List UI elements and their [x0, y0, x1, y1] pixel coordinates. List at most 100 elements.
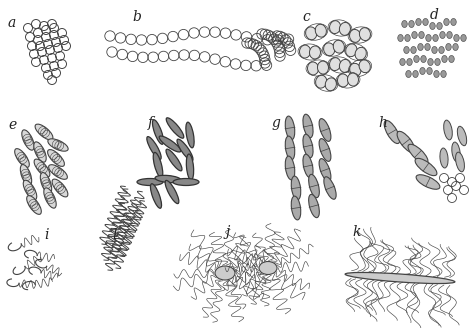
Text: i: i: [44, 228, 48, 242]
Text: c: c: [302, 10, 310, 24]
Ellipse shape: [339, 59, 350, 72]
Ellipse shape: [359, 60, 370, 73]
Ellipse shape: [153, 153, 163, 177]
Ellipse shape: [325, 78, 337, 91]
Ellipse shape: [421, 55, 426, 63]
Ellipse shape: [315, 24, 327, 37]
Ellipse shape: [22, 130, 34, 150]
Ellipse shape: [34, 159, 50, 177]
Ellipse shape: [308, 62, 319, 75]
Ellipse shape: [166, 118, 184, 138]
Text: h: h: [378, 116, 387, 130]
Ellipse shape: [446, 44, 451, 51]
Ellipse shape: [52, 179, 68, 197]
Ellipse shape: [411, 47, 416, 53]
Text: g: g: [272, 116, 281, 130]
Ellipse shape: [432, 47, 437, 53]
Ellipse shape: [318, 61, 328, 74]
Ellipse shape: [306, 27, 317, 40]
Ellipse shape: [147, 136, 161, 159]
Text: l: l: [112, 228, 117, 242]
Ellipse shape: [27, 195, 41, 215]
Ellipse shape: [165, 180, 179, 204]
Ellipse shape: [324, 177, 336, 199]
Ellipse shape: [418, 44, 423, 51]
Ellipse shape: [40, 173, 52, 194]
Ellipse shape: [427, 68, 432, 74]
Ellipse shape: [337, 74, 348, 87]
Ellipse shape: [324, 43, 335, 56]
Ellipse shape: [35, 124, 53, 140]
Ellipse shape: [349, 30, 361, 42]
Ellipse shape: [347, 73, 358, 86]
Ellipse shape: [441, 71, 446, 77]
Ellipse shape: [310, 46, 320, 59]
Ellipse shape: [15, 149, 29, 167]
Ellipse shape: [303, 134, 313, 158]
Ellipse shape: [345, 273, 455, 283]
Ellipse shape: [430, 23, 435, 30]
Ellipse shape: [309, 195, 319, 218]
Ellipse shape: [416, 18, 421, 26]
Ellipse shape: [153, 120, 164, 144]
Ellipse shape: [456, 152, 465, 172]
Text: e: e: [8, 118, 16, 132]
Ellipse shape: [44, 188, 56, 208]
Ellipse shape: [397, 131, 415, 153]
Text: f: f: [148, 116, 153, 130]
Ellipse shape: [359, 28, 371, 41]
Ellipse shape: [384, 120, 400, 144]
Ellipse shape: [447, 31, 452, 38]
Ellipse shape: [329, 58, 341, 71]
Ellipse shape: [420, 68, 425, 74]
Ellipse shape: [285, 116, 295, 140]
Ellipse shape: [407, 58, 412, 66]
Ellipse shape: [398, 34, 403, 42]
Ellipse shape: [454, 34, 459, 42]
Ellipse shape: [285, 156, 295, 180]
Text: b: b: [132, 10, 141, 24]
Ellipse shape: [48, 139, 68, 151]
Ellipse shape: [425, 44, 430, 51]
Ellipse shape: [413, 71, 418, 77]
Ellipse shape: [23, 180, 37, 200]
Ellipse shape: [47, 150, 64, 166]
Text: d: d: [430, 8, 439, 22]
Ellipse shape: [319, 119, 331, 141]
Ellipse shape: [173, 178, 199, 186]
Ellipse shape: [150, 184, 162, 208]
Ellipse shape: [412, 31, 417, 38]
Ellipse shape: [49, 165, 67, 179]
Ellipse shape: [355, 47, 366, 60]
Ellipse shape: [457, 126, 466, 146]
Ellipse shape: [309, 174, 319, 198]
Ellipse shape: [215, 266, 235, 280]
Ellipse shape: [291, 176, 301, 200]
Ellipse shape: [166, 149, 182, 171]
Ellipse shape: [316, 75, 327, 88]
Ellipse shape: [426, 34, 431, 42]
Ellipse shape: [435, 58, 440, 66]
Ellipse shape: [440, 31, 445, 38]
Ellipse shape: [444, 120, 452, 140]
Ellipse shape: [177, 139, 193, 161]
Ellipse shape: [346, 44, 357, 57]
Ellipse shape: [406, 71, 411, 77]
Ellipse shape: [259, 261, 277, 275]
Ellipse shape: [319, 159, 331, 181]
Ellipse shape: [440, 148, 448, 168]
Ellipse shape: [408, 144, 428, 164]
Ellipse shape: [428, 58, 433, 66]
Ellipse shape: [449, 55, 454, 63]
Ellipse shape: [402, 20, 407, 28]
Ellipse shape: [186, 154, 194, 180]
Ellipse shape: [437, 23, 442, 30]
Ellipse shape: [155, 175, 181, 183]
Ellipse shape: [350, 63, 361, 76]
Ellipse shape: [400, 58, 405, 66]
Ellipse shape: [20, 165, 32, 185]
Ellipse shape: [339, 22, 350, 35]
Ellipse shape: [291, 196, 301, 220]
Ellipse shape: [423, 18, 428, 26]
Ellipse shape: [404, 47, 409, 53]
